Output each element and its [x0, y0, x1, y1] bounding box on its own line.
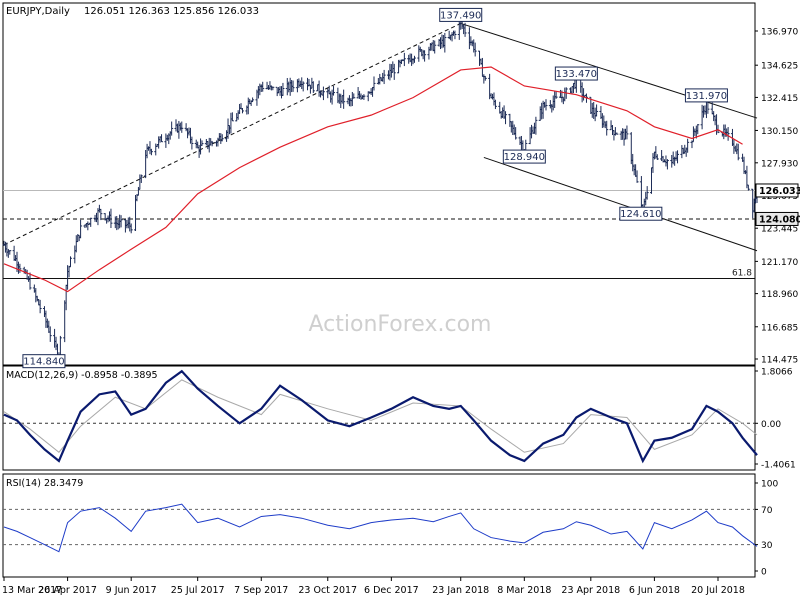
price-tick-label: 123.445	[761, 225, 798, 235]
price-tick-label: 134.625	[761, 62, 798, 72]
price-tag-box	[755, 211, 799, 226]
price-label-box	[22, 354, 66, 369]
date-tick-label: 23 Jan 2018	[432, 585, 489, 596]
symbol-title: EURJPY,Daily	[6, 6, 70, 17]
price-tick-label: 136.970	[761, 28, 798, 38]
ohlc-readout: 126.051 126.363 125.856 126.033	[84, 6, 259, 17]
price-label-text: 131.970	[686, 91, 727, 102]
price-label: 114.840	[22, 354, 66, 369]
price-tick-label: 130.150	[761, 127, 798, 137]
fib-label: 61.8	[732, 268, 752, 278]
macd-tick-label: 1.8066	[761, 368, 793, 378]
price-label-box	[684, 88, 728, 103]
price-panel: 61.8 137.490 133.470 131.970 128.940 124.610 1…	[2, 7, 759, 369]
price-tick-label: 116.685	[761, 323, 798, 333]
price-label: 124.610	[619, 206, 663, 221]
price-label-text: 137.490	[440, 10, 481, 21]
price-label: 131.970	[684, 88, 728, 103]
rsi-tick-label: 0	[761, 568, 767, 578]
price-tag-text: 126.033	[759, 186, 800, 197]
date-tick-label: 7 Sep 2017	[234, 585, 288, 596]
price-label-box	[554, 66, 598, 81]
macd-frame	[2, 365, 756, 471]
price-tick-label: 127.930	[761, 159, 798, 169]
price-label: 128.940	[502, 149, 546, 164]
price-label-box	[439, 7, 483, 22]
date-tick-label: 23 Oct 2017	[298, 585, 357, 596]
ema-line	[3, 66, 743, 293]
date-tick-label: 6 Jun 2018	[629, 585, 680, 596]
price-tag-text: 124.080	[759, 214, 800, 225]
rsi-panel: RSI(14) 28.3479	[3, 478, 758, 553]
price-label-box	[502, 149, 546, 164]
macd-signal-line	[3, 379, 758, 453]
price-tick-label: 132.415	[761, 94, 798, 104]
panel-frames	[2, 2, 756, 578]
trend-line	[483, 156, 758, 252]
date-tick-label: 26 Apr 2017	[38, 585, 97, 596]
price-label-text: 114.840	[23, 357, 64, 368]
date-tick-label: 25 Jul 2017	[171, 585, 225, 596]
rsi-tick-label: 100	[761, 480, 778, 490]
macd-line	[3, 369, 758, 464]
price-tag-box	[755, 183, 799, 198]
price-label: 137.490	[439, 7, 483, 22]
watermark: ActionForex.com	[309, 312, 492, 337]
trend-line	[3, 22, 461, 246]
rsi-tick-label: 70	[761, 506, 773, 516]
date-tick-label: 6 Dec 2017	[364, 585, 419, 596]
price-tick-label: 118.960	[761, 290, 798, 300]
price-frame	[2, 2, 756, 366]
macd-tick-label: 0.00	[761, 420, 781, 430]
rsi-tick-label: 30	[761, 541, 773, 551]
rsi-frame	[2, 473, 756, 578]
date-tick-label: 20 Jul 2018	[691, 585, 745, 596]
price-label-box	[619, 206, 663, 221]
macd-panel: MACD(12,26,9) -0.8958 -0.3895	[3, 369, 758, 464]
date-tick-label: 23 Apr 2018	[561, 585, 620, 596]
date-tick-label: 8 Mar 2018	[497, 585, 551, 596]
price-label-text: 133.470	[556, 69, 597, 80]
price-tick-label: 114.475	[761, 356, 798, 366]
rsi-line	[3, 503, 758, 553]
macd-title: MACD(12,26,9) -0.8958 -0.3895	[6, 370, 158, 381]
macd-tick-label: -1.4061	[761, 461, 796, 471]
price-label-text: 128.940	[504, 152, 545, 163]
date-tick-label: 13 Mar 2017	[2, 585, 62, 596]
price-tag: 126.033	[755, 183, 800, 198]
price-tick-label: 121.170	[761, 258, 798, 268]
price-label: 133.470	[554, 66, 598, 81]
date-tick-label: 9 Jun 2017	[106, 585, 157, 596]
axes: 136.970134.625132.415130.150127.930125.6…	[2, 28, 800, 597]
price-label-text: 124.610	[620, 209, 661, 220]
rsi-title: RSI(14) 28.3479	[6, 478, 83, 489]
price-tag: 124.080	[755, 211, 800, 226]
